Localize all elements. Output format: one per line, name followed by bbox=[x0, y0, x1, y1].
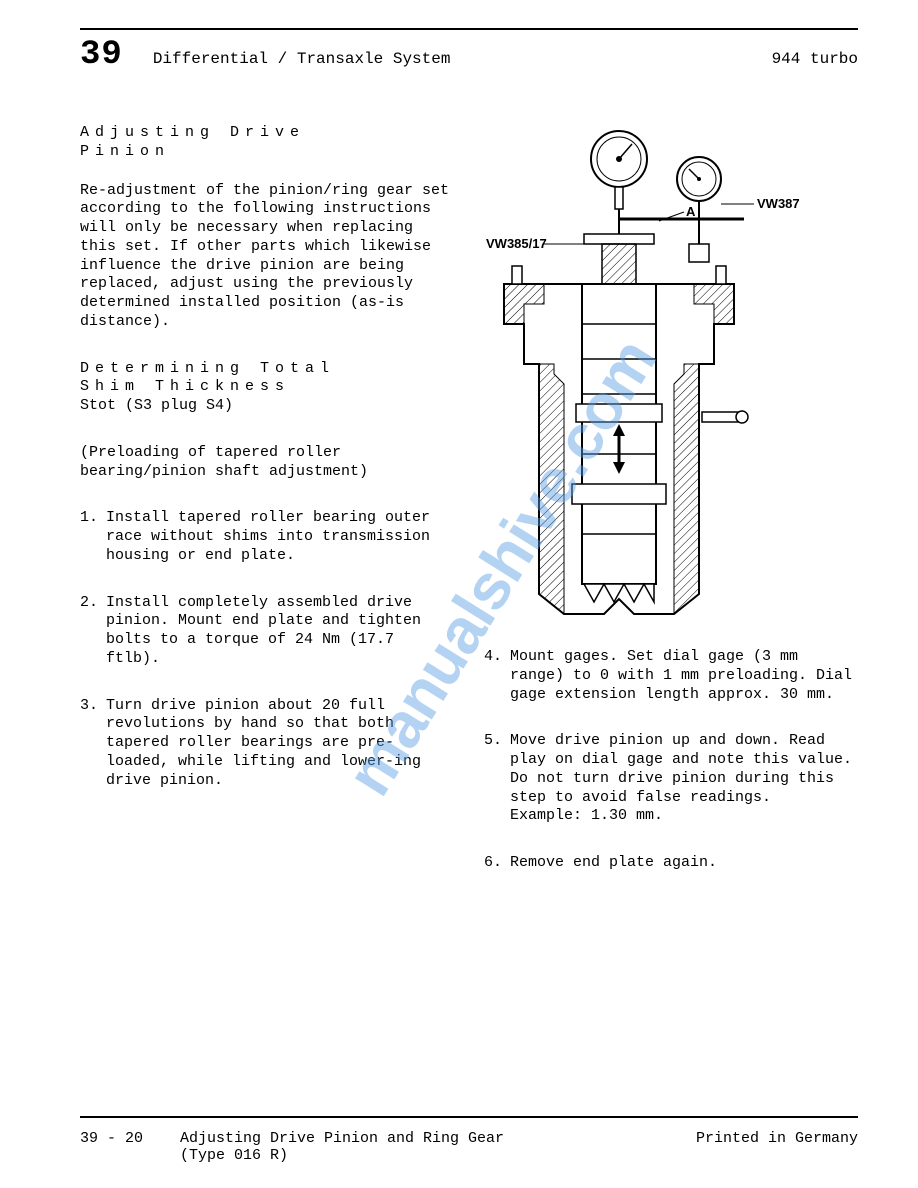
sub-heading: Determining Total Shim Thickness Stot (S… bbox=[80, 360, 454, 416]
subheading-line1: Determining Total bbox=[80, 360, 335, 377]
step-text: Remove end plate again. bbox=[510, 854, 858, 873]
page-header: 39 Differential / Transaxle System 944 t… bbox=[80, 36, 858, 74]
step-number: 5. bbox=[484, 732, 510, 826]
step-number: 3. bbox=[80, 697, 106, 791]
step-5: 5. Move drive pinion up and down. Read p… bbox=[484, 732, 858, 826]
left-column: Adjusting Drive Pinion Re-adjustment of … bbox=[80, 124, 454, 901]
heading-line1: Adjusting Drive bbox=[80, 124, 305, 141]
preload-note: (Preloading of tapered roller bearing/pi… bbox=[80, 444, 454, 482]
section-number: 39 bbox=[80, 36, 123, 74]
step-text: Turn drive pinion about 20 full revoluti… bbox=[106, 697, 454, 791]
step-4: 4. Mount gages. Set dial gage (3 mm rang… bbox=[484, 648, 858, 704]
figure-label-vw385: VW385/17 bbox=[486, 236, 547, 251]
intro-paragraph: Re-adjustment of the pinion/ring gear se… bbox=[80, 182, 454, 332]
heading-line2: Pinion bbox=[80, 143, 170, 160]
page-footer: 39 - 20 Adjusting Drive Pinion and Ring … bbox=[80, 1130, 858, 1164]
step-text: Mount gages. Set dial gage (3 mm range) … bbox=[510, 648, 858, 704]
step-text: Install tapered roller bearing outer rac… bbox=[106, 509, 454, 565]
step-number: 1. bbox=[80, 509, 106, 565]
figure-label-vw387: VW387 bbox=[757, 196, 800, 211]
bottom-rule bbox=[80, 1116, 858, 1118]
header-title: Differential / Transaxle System bbox=[153, 50, 451, 68]
top-rule bbox=[80, 28, 858, 30]
step-text: Move drive pinion up and down. Read play… bbox=[510, 732, 858, 826]
figure-label-a: A bbox=[686, 204, 696, 219]
subheading-plain: Stot (S3 plug S4) bbox=[80, 397, 233, 414]
step-6: 6. Remove end plate again. bbox=[484, 854, 858, 873]
footer-printed: Printed in Germany bbox=[696, 1130, 858, 1147]
right-column: A VW387 VW385/17 bbox=[484, 124, 858, 901]
step-number: 2. bbox=[80, 594, 106, 669]
technical-figure: A VW387 VW385/17 bbox=[484, 124, 824, 624]
footer-page-number: 39 - 20 bbox=[80, 1130, 180, 1147]
step-text: Install completely assembled drive pinio… bbox=[106, 594, 454, 669]
step-number: 4. bbox=[484, 648, 510, 704]
subheading-line2: Shim Thickness bbox=[80, 378, 290, 395]
step-1: 1. Install tapered roller bearing outer … bbox=[80, 509, 454, 565]
header-model: 944 turbo bbox=[772, 50, 858, 68]
step-number: 6. bbox=[484, 854, 510, 873]
main-heading: Adjusting Drive Pinion bbox=[80, 124, 454, 162]
manual-page: 39 Differential / Transaxle System 944 t… bbox=[0, 0, 918, 1188]
step-2: 2. Install completely assembled drive pi… bbox=[80, 594, 454, 669]
step-3: 3. Turn drive pinion about 20 full revol… bbox=[80, 697, 454, 791]
content-columns: Adjusting Drive Pinion Re-adjustment of … bbox=[80, 124, 858, 901]
footer-title: Adjusting Drive Pinion and Ring Gear (Ty… bbox=[180, 1130, 696, 1164]
